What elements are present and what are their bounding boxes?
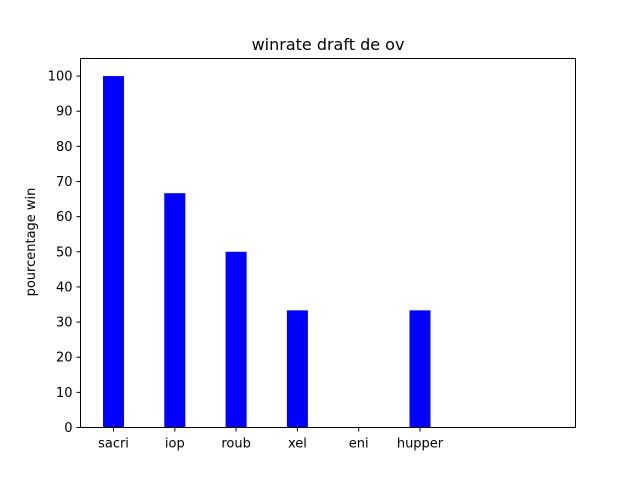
x-tick-label: hupper <box>397 437 444 452</box>
bar-sacri <box>103 76 124 428</box>
y-tick-label: 30 <box>56 316 73 331</box>
y-tick-label: 80 <box>56 140 73 155</box>
y-tick-label: 0 <box>64 421 72 436</box>
y-axis-label: pourcentage win <box>24 188 39 297</box>
x-tick-label: iop <box>165 437 185 452</box>
y-tick-label: 10 <box>56 386 73 401</box>
x-tick-label: xel <box>288 437 307 452</box>
bars-group <box>103 76 431 428</box>
y-tick-label: 90 <box>56 105 73 120</box>
x-tick-label: eni <box>349 437 369 452</box>
bar-hupper <box>409 310 431 428</box>
x-tick-label: roub <box>221 437 251 452</box>
x-tick-label: sacri <box>98 437 129 452</box>
y-tick-label: 60 <box>56 210 73 225</box>
x-axis-ticks: sacri iop roub xel eni hupper <box>98 427 444 452</box>
y-axis-ticks: 0 10 20 30 40 50 60 70 80 90 100 <box>48 70 81 436</box>
chart-title: winrate draft de ov <box>252 35 405 54</box>
y-tick-label: 70 <box>56 175 73 190</box>
bar-xel <box>286 310 308 428</box>
y-tick-label: 100 <box>48 70 73 85</box>
bar-iop <box>164 193 186 428</box>
y-tick-label: 20 <box>56 351 73 366</box>
plot-frame <box>80 58 576 428</box>
y-tick-label: 40 <box>56 280 73 295</box>
bar-roub <box>225 251 247 428</box>
y-tick-label: 50 <box>56 245 73 260</box>
